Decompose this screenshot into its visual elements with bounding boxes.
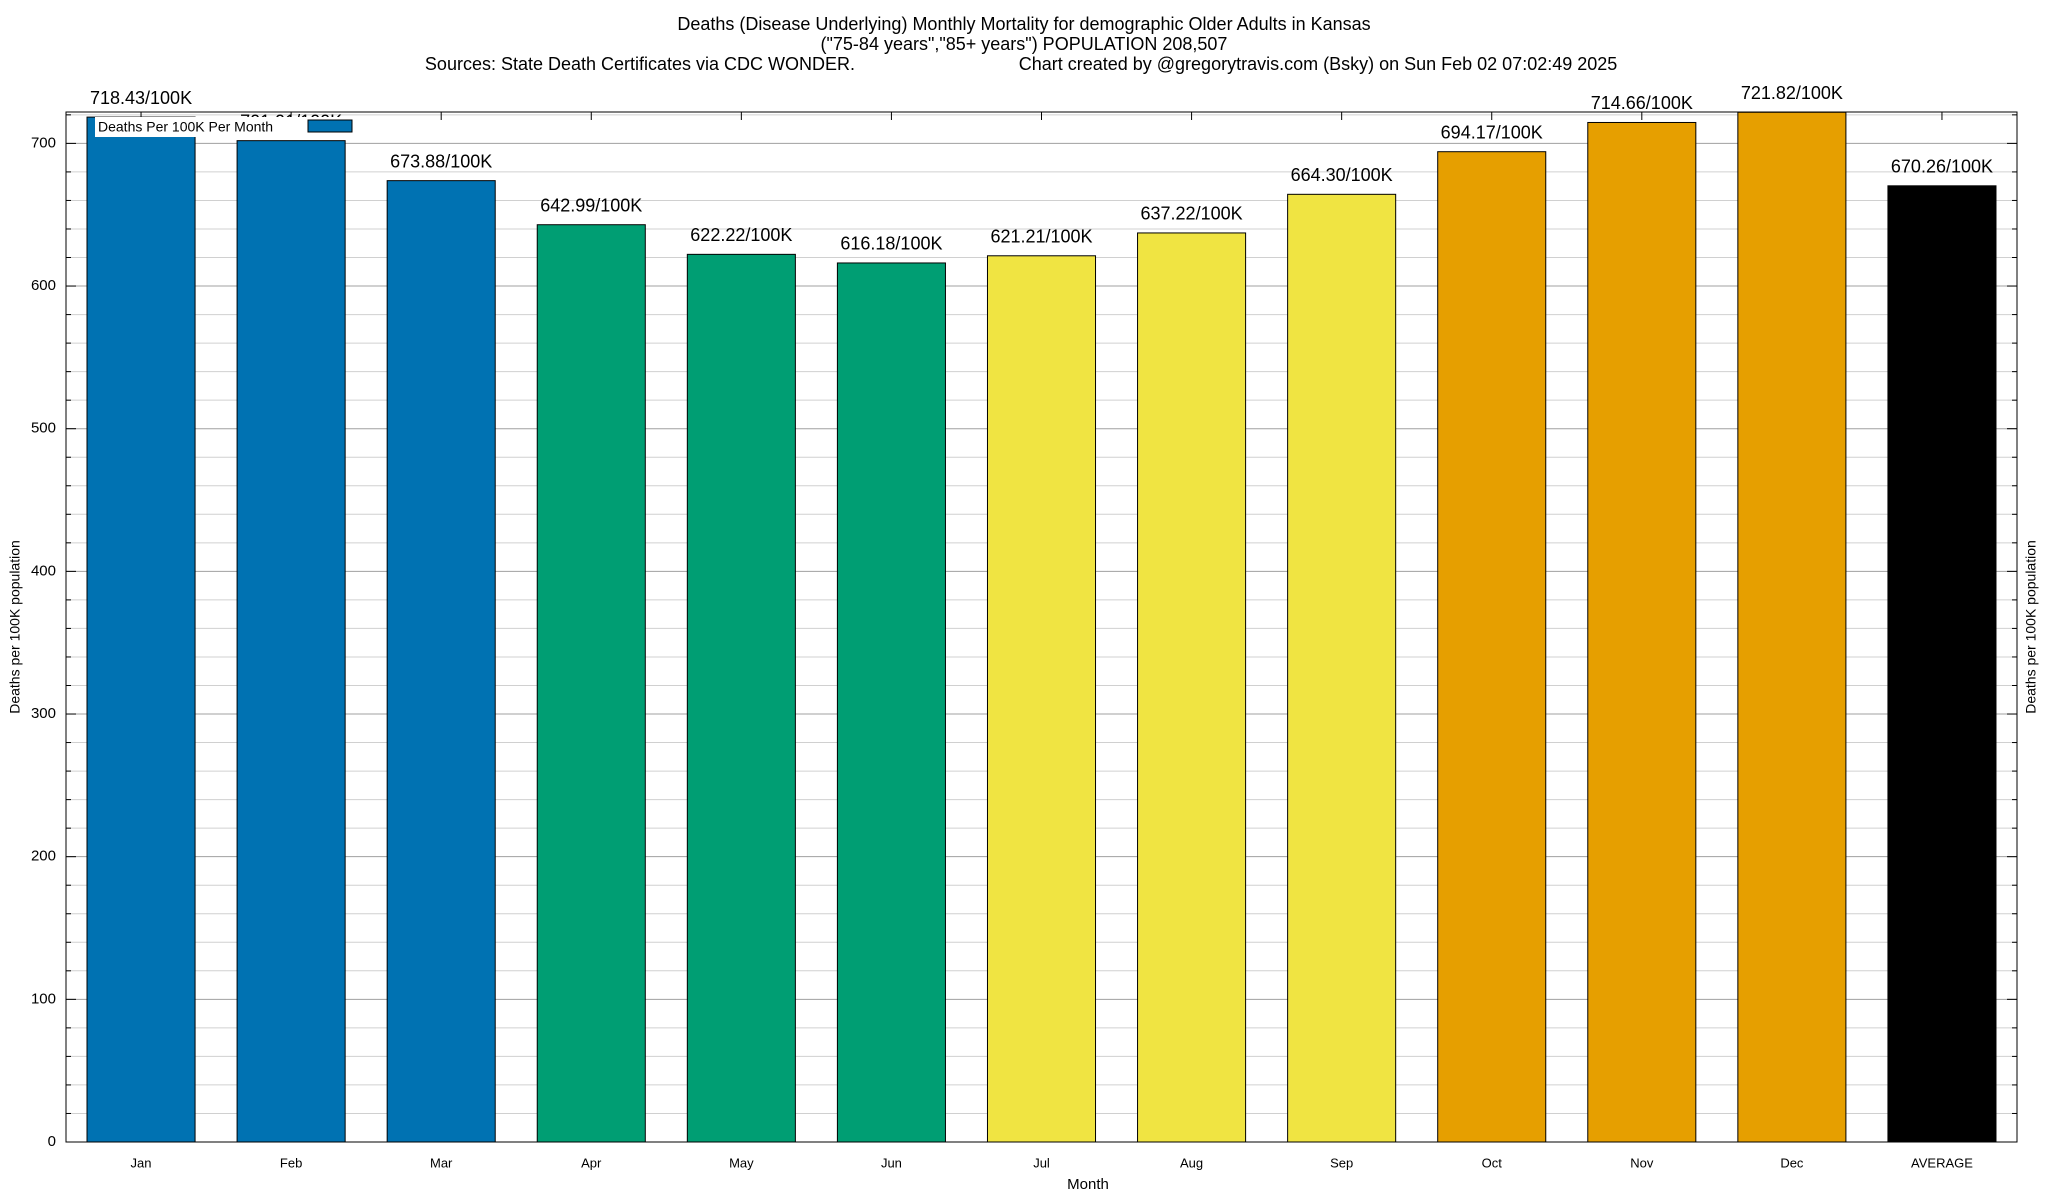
y-tick-label: 300: [31, 705, 56, 722]
chart-title: Deaths (Disease Underlying) Monthly Mort…: [677, 14, 1370, 34]
value-label: 721.82/100K: [1741, 83, 1843, 103]
bar: [1287, 193, 1397, 1143]
credit: Chart created by @gregorytravis.com (Bsk…: [1019, 54, 1618, 74]
bar: [836, 262, 946, 1143]
y-axis-label: Deaths per 100K population: [7, 540, 23, 714]
x-tick-label: Sep: [1330, 1155, 1353, 1170]
value-label: 673.88/100K: [390, 151, 492, 171]
bar: [1437, 151, 1547, 1143]
bar: [1737, 111, 1847, 1143]
y-tick-label: 100: [31, 990, 56, 1007]
sources: Sources: State Death Certificates via CD…: [425, 54, 855, 74]
x-tick-label: AVERAGE: [1911, 1155, 1973, 1170]
value-label: 642.99/100K: [540, 195, 642, 215]
bar: [86, 116, 196, 1143]
bar: [536, 224, 646, 1143]
x-tick-label: May: [729, 1155, 754, 1170]
value-label: 714.66/100K: [1591, 93, 1693, 113]
value-label: 622.22/100K: [690, 225, 792, 245]
x-tick-label: Nov: [1630, 1155, 1654, 1170]
bar: [386, 180, 496, 1143]
x-axis-label: Month: [1067, 1176, 1109, 1193]
y-tick-label: 500: [31, 420, 56, 437]
y-tick-label: 0: [48, 1133, 56, 1150]
plot-frame: [65, 111, 2018, 1143]
x-tick-label: Mar: [430, 1155, 453, 1170]
x-tick-label: Oct: [1482, 1155, 1503, 1170]
value-label: 694.17/100K: [1441, 122, 1543, 142]
bar: [686, 253, 796, 1143]
chart-subtitle: ("75-84 years","85+ years") POPULATION 2…: [821, 34, 1228, 54]
x-tick-label: Jul: [1033, 1155, 1050, 1170]
y2-axis-label: Deaths per 100K population: [2023, 540, 2039, 714]
bar: [1887, 185, 1997, 1143]
value-label: 616.18/100K: [840, 234, 942, 254]
bar: [236, 140, 346, 1143]
legend-label: Deaths Per 100K Per Month: [98, 119, 273, 135]
bar: [1137, 232, 1247, 1143]
y-tick-label: 700: [31, 134, 56, 151]
y-tick-label: 400: [31, 562, 56, 579]
bar: [986, 255, 1097, 1143]
value-label: 664.30/100K: [1291, 165, 1393, 185]
x-tick-label: Apr: [581, 1155, 602, 1170]
value-label: 718.43/100K: [90, 88, 192, 108]
legend-box: [95, 117, 357, 137]
x-tick-label: Aug: [1180, 1155, 1203, 1170]
x-tick-label: Jun: [881, 1155, 902, 1170]
x-tick-label: Jan: [131, 1155, 152, 1170]
y-tick-label: 600: [31, 277, 56, 294]
legend-swatch: [307, 119, 353, 133]
x-tick-label: Dec: [1780, 1155, 1804, 1170]
bar: [1587, 121, 1697, 1143]
x-tick-label: Feb: [280, 1155, 302, 1170]
value-label: 637.22/100K: [1141, 204, 1243, 224]
value-label: 621.21/100K: [990, 227, 1092, 247]
value-label: 670.26/100K: [1891, 157, 1993, 177]
y-tick-label: 200: [31, 848, 56, 865]
